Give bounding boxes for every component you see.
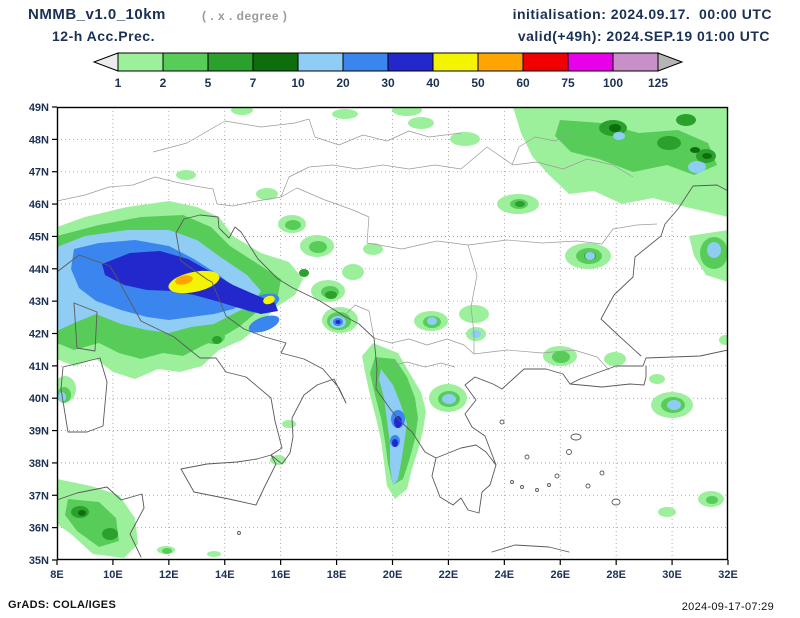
product-label: 12-h Acc.Prec. <box>52 28 155 44</box>
svg-text:41N: 41N <box>29 361 49 373</box>
svg-text:32E: 32E <box>718 569 738 581</box>
svg-text:36N: 36N <box>29 523 49 535</box>
precipitation-shading <box>57 107 728 558</box>
coastlines-borders <box>57 118 728 558</box>
svg-text:26E: 26E <box>550 569 570 581</box>
svg-text:35N: 35N <box>29 555 49 567</box>
svg-text:14E: 14E <box>215 569 235 581</box>
svg-text:38N: 38N <box>29 458 49 470</box>
valid-time-label: valid(+49h): 2024.SEP.19 01:00 UTC <box>517 28 770 44</box>
svg-text:8E: 8E <box>50 569 63 581</box>
svg-text:75: 75 <box>561 76 575 90</box>
svg-text:10E: 10E <box>103 569 123 581</box>
svg-text:100: 100 <box>603 76 623 90</box>
svg-text:45N: 45N <box>29 231 49 243</box>
svg-text:60: 60 <box>516 76 530 90</box>
svg-text:10: 10 <box>291 76 305 90</box>
grads-credit: GrADS: COLA/IGES <box>8 599 117 611</box>
axis-labels: 49N 48N 47N 46N 45N 44N 43N 42N 41N 40N 39N 38N 37N 3… <box>29 102 738 581</box>
svg-text:49N: 49N <box>29 102 49 114</box>
model-title: NMMB_v1.0_10km <box>28 6 166 23</box>
svg-text:22E: 22E <box>439 569 459 581</box>
svg-text:1: 1 <box>115 76 122 90</box>
svg-text:28E: 28E <box>606 569 626 581</box>
svg-text:7: 7 <box>250 76 257 90</box>
svg-text:40N: 40N <box>29 393 49 405</box>
svg-text:20: 20 <box>336 76 350 90</box>
svg-text:42N: 42N <box>29 329 49 341</box>
svg-text:30: 30 <box>381 76 395 90</box>
svg-text:2: 2 <box>160 76 167 90</box>
svg-text:18E: 18E <box>327 569 347 581</box>
svg-text:46N: 46N <box>29 199 49 211</box>
svg-text:48N: 48N <box>29 134 49 146</box>
svg-text:5: 5 <box>205 76 212 90</box>
svg-text:125: 125 <box>648 76 668 90</box>
svg-text:43N: 43N <box>29 296 49 308</box>
svg-text:30E: 30E <box>662 569 682 581</box>
init-time-label: initialisation: 2024.09.17. 00:00 UTC <box>512 6 772 22</box>
resolution-note: ( . x . degree ) <box>202 9 288 23</box>
svg-text:50: 50 <box>471 76 485 90</box>
creation-timestamp: 2024-09-17-07:29 <box>681 601 774 613</box>
svg-text:20E: 20E <box>383 569 403 581</box>
svg-text:12E: 12E <box>159 569 179 581</box>
svg-text:24E: 24E <box>495 569 515 581</box>
svg-text:44N: 44N <box>29 264 49 276</box>
svg-text:39N: 39N <box>29 426 49 438</box>
svg-text:40: 40 <box>426 76 440 90</box>
map-frame <box>56 106 729 561</box>
map-plot: 49N 48N 47N 46N 45N 44N 43N 42N 41N 40N 39N 38N 37N 3… <box>29 102 738 581</box>
precip-colorbar: 1 2 5 7 10 20 30 40 50 60 75 100 125 <box>92 52 684 90</box>
svg-text:16E: 16E <box>271 569 291 581</box>
svg-text:47N: 47N <box>29 167 49 179</box>
svg-text:37N: 37N <box>29 490 49 502</box>
